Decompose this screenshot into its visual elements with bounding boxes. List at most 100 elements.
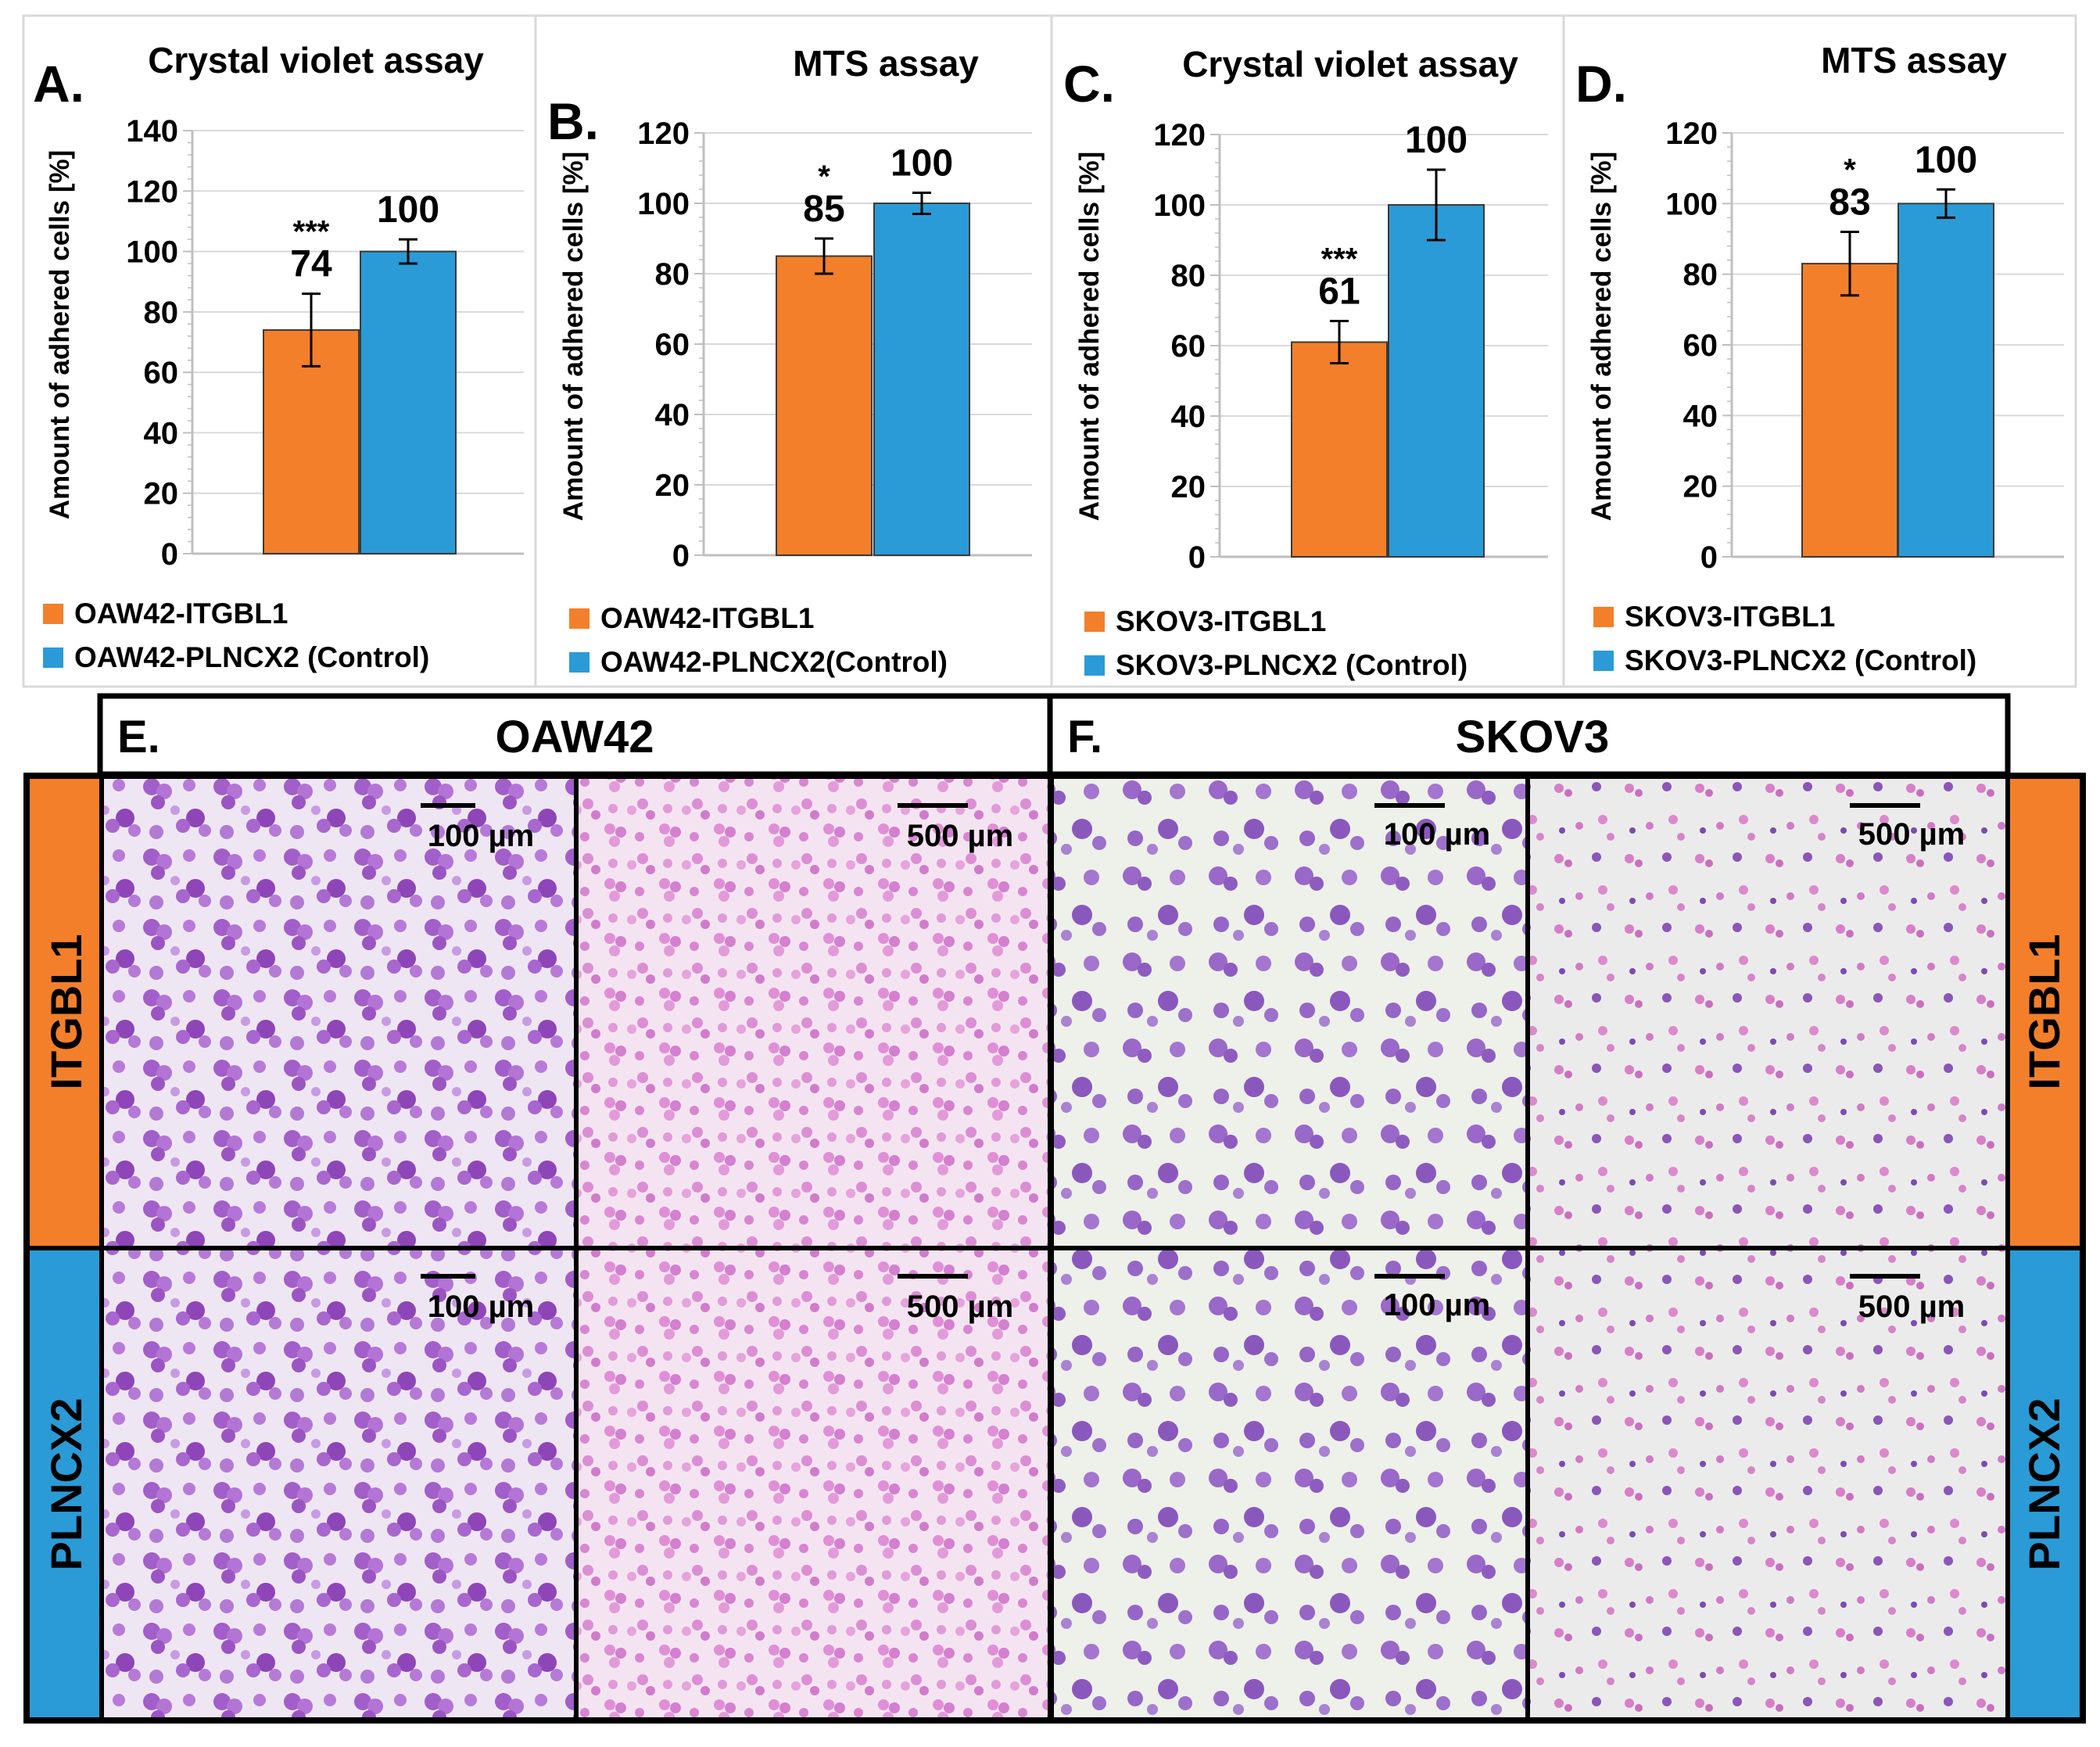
scale-bar: 100 µm — [421, 1274, 534, 1324]
data-label: 74 — [290, 244, 332, 285]
micrograph-image — [577, 1250, 1048, 1719]
legend-swatch — [569, 652, 590, 673]
significance-label: *** — [293, 215, 330, 249]
scale-bar: 500 µm — [898, 803, 1013, 853]
y-tick-label: 20 — [1171, 470, 1206, 504]
panel-letter: F. — [1067, 712, 1102, 762]
legend-swatch — [569, 608, 590, 629]
legend: OAW42-ITGBL1 OAW42-PLNCX2(Control) — [569, 602, 948, 678]
chart-panel-c: C. Crystal violet assay Amount of adhere… — [1063, 44, 1548, 681]
error-bars — [302, 238, 417, 368]
scale-bar: 100 µm — [1374, 1274, 1490, 1322]
row-label-bar — [30, 1248, 102, 1720]
row-label-bar — [2008, 776, 2080, 1248]
bar — [1898, 203, 1994, 558]
legend-entry: OAW42-ITGBL1 — [600, 602, 814, 634]
scale-bar: 100 µm — [421, 803, 534, 853]
micrograph-image — [1053, 778, 1526, 1247]
y-tick-label: 0 — [1700, 540, 1718, 575]
chart-panel-b: B. MTS assay Amount of adhered cells [%]… — [547, 43, 1032, 678]
chart-title: Crystal violet assay — [148, 40, 484, 81]
y-tick-labels: 0 20 40 60 80 100 120 140 — [126, 114, 178, 572]
legend-entry: OAW42-PLNCX2 (Control) — [74, 641, 429, 673]
group-title: SKOV3 — [1456, 712, 1610, 762]
y-axis-label: Amount of adhered cells [%] — [558, 152, 589, 522]
charts-area — [22, 14, 2077, 688]
row-label-bar — [2008, 1248, 2080, 1720]
legend-swatch — [1593, 651, 1614, 671]
micrograph-image — [1053, 1250, 1526, 1719]
micrograph-image — [102, 778, 575, 1247]
bar — [1801, 263, 1898, 558]
data-label: 100 — [891, 143, 953, 185]
significance-label: * — [1844, 152, 1856, 187]
y-tick-label: 140 — [126, 114, 178, 149]
legend-entry: OAW42-ITGBL1 — [74, 597, 288, 630]
panel-letter: D. — [1575, 55, 1627, 113]
legend: SKOV3-ITGBL1 SKOV3-PLNCX2 (Control) — [1593, 601, 1976, 676]
bars — [1801, 203, 1994, 558]
significance-label: *** — [1321, 242, 1358, 277]
bar — [1388, 204, 1485, 558]
y-tick-label: 100 — [1153, 188, 1206, 223]
legend: OAW42-ITGBL1 OAW42-PLNCX2 (Control) — [43, 597, 429, 673]
group-title: OAW42 — [495, 712, 654, 762]
legend-entry: SKOV3-ITGBL1 — [1625, 601, 1835, 633]
panel-letter: A. — [33, 55, 84, 113]
data-label: 100 — [1915, 139, 1977, 181]
y-tick-label: 0 — [1188, 540, 1206, 575]
data-labels: 83* 100 — [1829, 139, 1977, 223]
row-label: ITGBL1 — [41, 934, 91, 1089]
bar — [873, 203, 970, 556]
micrograph-image — [1529, 778, 2006, 1247]
bars — [1291, 204, 1485, 558]
legend-swatch — [43, 648, 63, 668]
micrograph-image — [577, 778, 1048, 1247]
data-label: 61 — [1318, 271, 1360, 313]
y-tick-labels: 0 20 40 60 80 100 120 — [637, 117, 690, 573]
error-bars — [1840, 188, 1955, 297]
y-tick-label: 100 — [126, 235, 178, 270]
panel-letter: E. — [117, 712, 160, 762]
chart-title: MTS assay — [793, 43, 979, 84]
panel-letter: B. — [547, 92, 599, 150]
micrograph-section: E. OAW42 F. SKOV3 ITGBL1 PLNCX2 ITGBL1 P… — [23, 693, 2086, 1724]
scale-bar-label: 500 µm — [1858, 817, 1965, 852]
y-axis-label: Amount of adhered cells [%] — [45, 150, 75, 520]
bars — [776, 203, 970, 556]
legend-entry: SKOV3-ITGBL1 — [1116, 605, 1326, 637]
data-labels: 74*** 100 — [290, 189, 439, 285]
chart-panel-d: D. MTS assay Amount of adhered cells [%]… — [1575, 40, 2064, 676]
chart-title: MTS assay — [1821, 40, 2007, 81]
error-bars — [815, 192, 931, 275]
error-bars — [1330, 168, 1446, 364]
bars — [263, 250, 457, 554]
scale-bar-label: 100 µm — [1384, 1288, 1490, 1322]
group-header-box — [97, 693, 1053, 777]
scale-bar: 500 µm — [1850, 1274, 1965, 1324]
scale-bar: 500 µm — [1850, 803, 1965, 852]
y-tick-label: 80 — [655, 257, 690, 292]
y-tick-label: 0 — [672, 539, 690, 573]
row-label: PLNCX2 — [2019, 1398, 2069, 1571]
scale-bar-label: 100 µm — [1384, 817, 1490, 852]
y-tick-label: 40 — [144, 416, 179, 450]
y-tick-label: 60 — [144, 356, 179, 390]
y-tick-label: 40 — [655, 398, 690, 432]
chart-panel-a: A. Crystal violet assay Amount of adhere… — [33, 40, 524, 673]
row-label: ITGBL1 — [2019, 934, 2069, 1089]
y-tick-label: 100 — [637, 187, 690, 221]
legend-swatch — [43, 604, 63, 624]
y-tick-labels: 0 20 40 60 80 100 120 — [1153, 118, 1206, 575]
y-tick-label: 100 — [1665, 187, 1718, 221]
row-label-bar — [30, 776, 102, 1248]
micrograph-image — [102, 1250, 575, 1719]
data-label: 100 — [1405, 120, 1467, 161]
micrograph-image — [1529, 1250, 2006, 1719]
y-tick-label: 60 — [655, 328, 690, 362]
y-tick-label: 120 — [1153, 118, 1206, 152]
data-labels: 85* 100 — [803, 143, 953, 231]
y-axis-label: Amount of adhered cells [%] — [1074, 152, 1105, 522]
y-tick-label: 20 — [144, 477, 179, 511]
y-tick-label: 60 — [1683, 328, 1718, 363]
